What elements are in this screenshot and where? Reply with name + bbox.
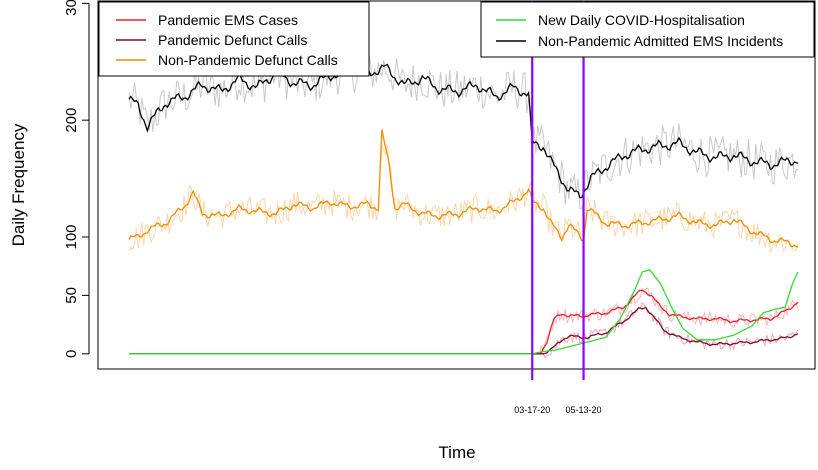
legend-left-box — [98, 1, 370, 77]
legend-label-admitted-ems: Non-Pandemic Admitted EMS Incidents — [538, 33, 783, 49]
x-date-labels: 03-17-20 05-13-20 — [514, 405, 601, 415]
raw-line-non-pandemic-defunct-calls — [128, 143, 799, 253]
y-tick-label: 50 — [63, 287, 80, 304]
raw-series-group — [128, 50, 799, 359]
x-axis-title: Time — [438, 443, 475, 462]
raw-line-pandemic-ems-cases — [129, 287, 799, 355]
y-tick-label: 100 — [63, 224, 80, 249]
legend-label-nonpandemic-defunct: Non-Pandemic Defunct Calls — [158, 52, 338, 68]
series-line-new-daily-covid-hospitalisation — [129, 268, 799, 355]
legend-label-pandemic-ems: Pandemic EMS Cases — [158, 12, 298, 28]
series-line-pandemic-defunct-calls — [129, 306, 799, 355]
legend-right: New Daily COVID-Hospitalisation Non-Pand… — [480, 1, 815, 58]
marker-date-label: 03-17-20 — [514, 405, 550, 415]
y-tick-label: 0 — [63, 350, 80, 358]
raw-line-non-pandemic-admitted-ems-incidents — [128, 50, 799, 210]
y-axis: 0 50 100 200 300 — [63, 0, 90, 358]
vertical-markers — [531, 1, 585, 380]
marker-date-label: 05-13-20 — [566, 405, 602, 415]
series-line-pandemic-ems-cases — [129, 289, 799, 355]
plot-frame — [97, 0, 816, 370]
y-tick-label: 300 — [63, 0, 80, 16]
y-tick-label: 200 — [63, 108, 80, 133]
legend-left: Pandemic EMS Cases Pandemic Defunct Call… — [98, 1, 370, 77]
legend-label-pandemic-defunct: Pandemic Defunct Calls — [158, 32, 307, 48]
legend-right-box — [480, 1, 815, 58]
y-axis-title: Daily Frequency — [9, 123, 28, 246]
series-line-non-pandemic-defunct-calls — [128, 129, 799, 248]
legend-label-covid-hosp: New Daily COVID-Hospitalisation — [538, 12, 745, 28]
raw-line-pandemic-defunct-calls — [129, 302, 799, 359]
